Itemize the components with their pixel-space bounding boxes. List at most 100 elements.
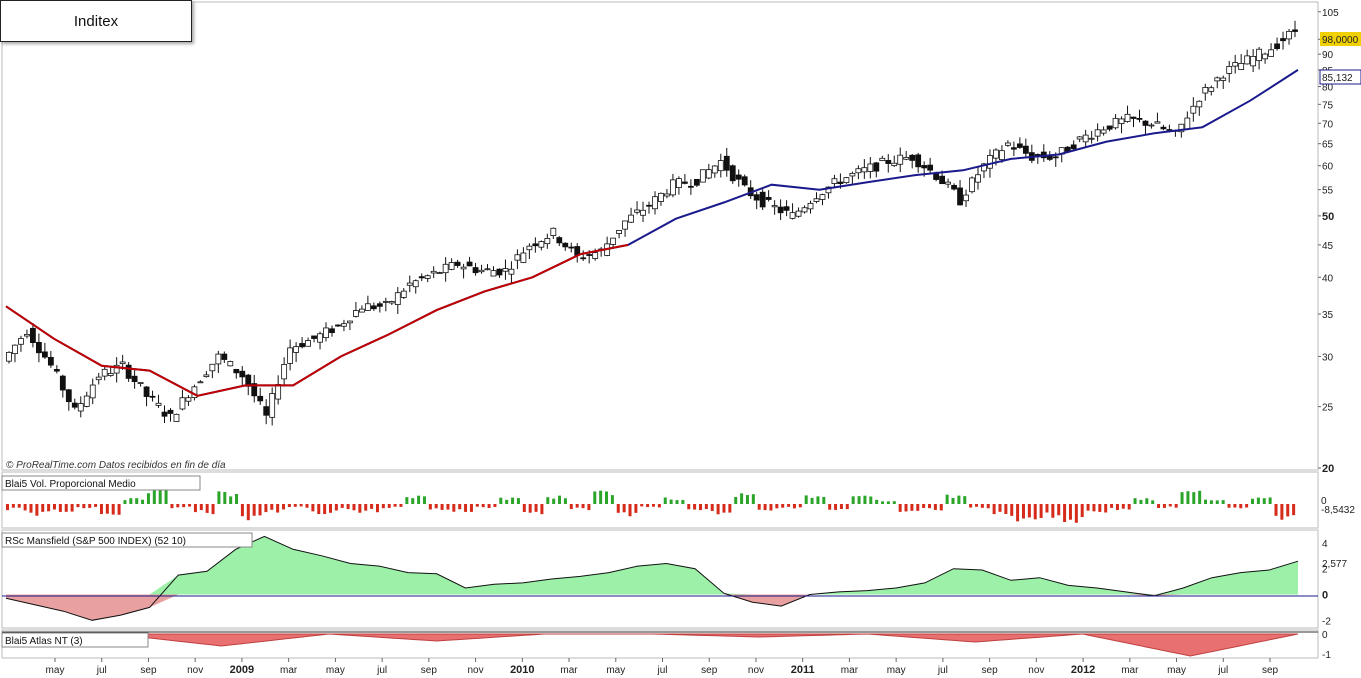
volume-bar [287, 504, 291, 507]
candle-body [849, 172, 856, 177]
volume-bar [839, 504, 843, 510]
candle-body [658, 192, 664, 202]
volume-bar [1292, 504, 1296, 516]
candle-body [12, 344, 18, 355]
volume-bar [1198, 490, 1202, 504]
candle-body [376, 303, 383, 307]
candle-body [131, 375, 138, 383]
volume-bar [563, 498, 567, 504]
volume-bar [176, 504, 180, 508]
candle-body [221, 353, 228, 360]
mansfield-tick-label: 4 [1322, 539, 1328, 550]
volume-bar [82, 504, 86, 509]
atlas-panel-label: Blai5 Atlas NT (3) [5, 636, 83, 647]
candle-body [65, 389, 72, 403]
candle-body [897, 154, 904, 165]
volume-bar [1180, 492, 1184, 504]
candle-body [532, 243, 539, 247]
volume-bar [1133, 498, 1137, 504]
volume-bar [751, 494, 755, 504]
candle-body [729, 165, 736, 182]
candle-body [508, 268, 515, 275]
chart-title-box: Inditex [0, 0, 192, 42]
volume-bar [240, 504, 244, 517]
volume-bar [1045, 504, 1049, 513]
volume-bar [229, 496, 233, 504]
volume-bar [135, 498, 139, 504]
time-tick-label: 2011 [791, 664, 815, 676]
candle-body [622, 220, 628, 230]
mansfield-panel-label: RSc Mansfield (S&P 500 INDEX) (52 10) [5, 536, 186, 547]
volume-bar [1139, 499, 1143, 504]
candle-body [478, 269, 485, 273]
volume-bar [1057, 504, 1061, 516]
candle-body [370, 305, 377, 310]
volume-bar [123, 500, 127, 504]
volume-bar [1080, 504, 1084, 518]
candle-body [711, 165, 718, 174]
candle-body [1280, 38, 1286, 42]
price-tick-label: 80 [1322, 83, 1334, 94]
volume-bar [434, 504, 438, 509]
candle-body [143, 386, 150, 397]
candle-body [735, 174, 742, 180]
volume-bar [1262, 498, 1266, 504]
candle-body [1244, 55, 1251, 65]
volume-bar [346, 504, 350, 510]
candle-body [430, 270, 437, 274]
volume-bar [552, 498, 556, 504]
volume-bar [417, 495, 421, 504]
candle-body [155, 402, 162, 406]
time-tick-label: nov [1028, 665, 1044, 676]
volume-bar [1068, 504, 1072, 520]
volume-bar [70, 504, 74, 512]
volume-panel-label: Blai5 Vol. Proporcional Medio [5, 479, 136, 490]
volume-bar [47, 504, 51, 512]
mansfield-panel-header: RSc Mansfield (S&P 500 INDEX) (52 10) [1, 532, 253, 548]
volume-panel-header: Blai5 Vol. Proporcional Medio [1, 475, 201, 491]
volume-bar [211, 504, 215, 515]
volume-bar [405, 497, 409, 504]
volume-bar [845, 504, 849, 510]
candle-body [867, 163, 874, 172]
candle-body [646, 204, 652, 207]
volume-bar [475, 504, 479, 507]
candle-body [741, 176, 748, 186]
time-tick-label: 2012 [1071, 664, 1095, 676]
candle-body [472, 267, 479, 274]
volume-bar [393, 504, 397, 507]
volume-bar [252, 504, 256, 516]
time-tick-label: 2010 [510, 664, 534, 676]
volume-bar [129, 498, 133, 504]
volume-bar [957, 495, 961, 504]
candle-body [879, 157, 886, 162]
volume-bar [29, 504, 33, 513]
time-tick-label: jul [656, 665, 667, 676]
candle-body [1118, 118, 1125, 124]
candle-body [783, 206, 790, 211]
volume-bar [111, 504, 115, 515]
candle-body [699, 169, 706, 183]
candle-body [209, 363, 216, 372]
volume-bar [1145, 498, 1149, 504]
candle-body [400, 290, 407, 298]
volume-bar [828, 504, 832, 510]
time-tick-label: mar [560, 665, 578, 676]
price-tick-label: 70 [1322, 119, 1334, 130]
candle-body [963, 194, 969, 202]
candle-body [640, 209, 646, 216]
candle-body [95, 376, 102, 381]
candle-body [1184, 117, 1191, 130]
candle-body [999, 150, 1005, 160]
volume-bar [869, 496, 873, 504]
time-tick-label: jul [376, 665, 387, 676]
candle-body [1160, 126, 1167, 130]
volume-bar [1286, 504, 1290, 517]
candle-body [514, 254, 521, 261]
volume-bar [323, 504, 327, 515]
candle-body [448, 262, 455, 270]
volume-bar [1127, 504, 1131, 510]
volume-bar [698, 504, 702, 511]
candle-body [544, 238, 551, 245]
price-tick-label: 40 [1322, 273, 1334, 284]
